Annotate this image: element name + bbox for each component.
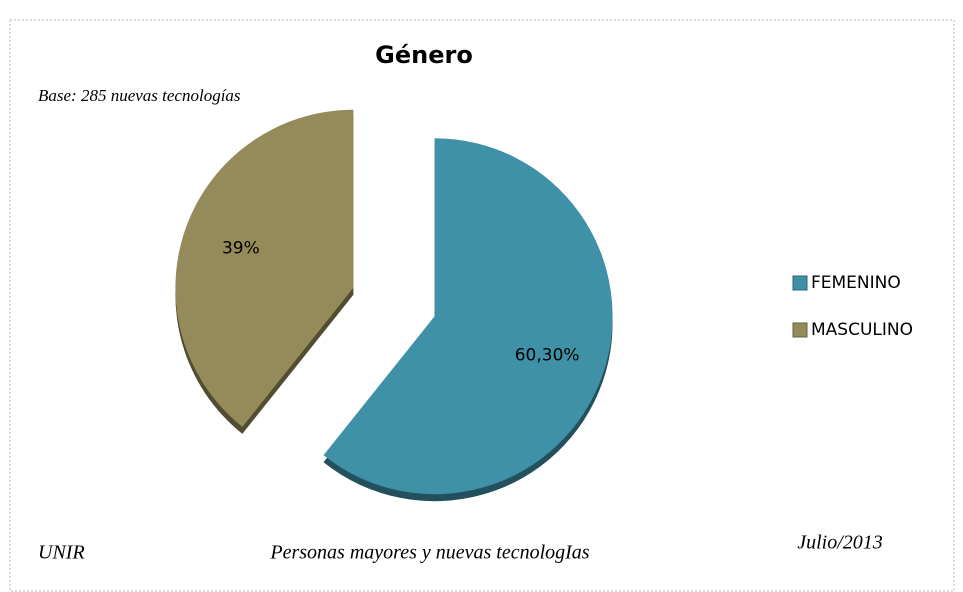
footer-center: Personas mayores y nuevas tecnologIas	[269, 542, 589, 564]
chart-title: Género	[375, 41, 473, 69]
slice	[323, 138, 613, 495]
legend-swatch	[792, 322, 808, 338]
legend-label: FEMENINO	[811, 273, 901, 293]
data-label: 60,30%	[515, 346, 580, 366]
data-label: 39%	[222, 238, 260, 258]
slice	[175, 109, 354, 427]
legend-swatch	[792, 275, 808, 291]
footer-left: UNIR	[38, 542, 85, 564]
legend-label: MASCULINO	[811, 320, 913, 340]
subtitle: Base: 285 nuevas tecnologías	[38, 86, 241, 105]
footer-right: Julio/2013	[797, 532, 883, 554]
